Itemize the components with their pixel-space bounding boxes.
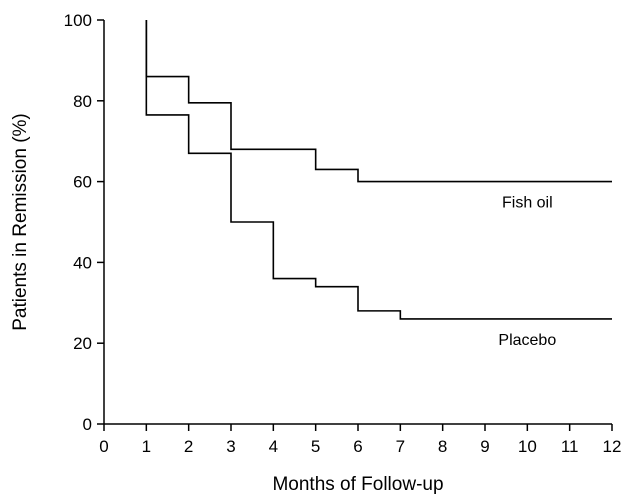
series-line-fish-oil bbox=[145, 20, 612, 183]
x-tick-label-10: 10 bbox=[518, 437, 537, 456]
y-axis-title: Patients in Remission (%) bbox=[10, 113, 31, 331]
x-tick-label-5: 5 bbox=[311, 437, 320, 456]
y-tick-label-20: 20 bbox=[73, 334, 92, 353]
x-tick-label-12: 12 bbox=[603, 437, 622, 456]
x-tick-label-11: 11 bbox=[561, 437, 579, 456]
series-label-fish-oil: Fish oil bbox=[502, 195, 553, 212]
y-tick-label-100: 100 bbox=[64, 11, 92, 30]
y-tick-label-60: 60 bbox=[73, 173, 92, 192]
axes bbox=[103, 20, 612, 425]
x-tick-label-3: 3 bbox=[226, 437, 235, 456]
y-tick-label-40: 40 bbox=[73, 253, 92, 272]
x-ticks: 0 1 2 3 4 5 6 7 8 9 10 11 12 bbox=[99, 424, 621, 456]
x-tick-label-8: 8 bbox=[438, 437, 447, 456]
series-labels: Fish oil Placebo bbox=[498, 195, 556, 349]
x-tick-label-4: 4 bbox=[269, 437, 278, 456]
x-axis-title: Months of Follow-up bbox=[272, 474, 443, 495]
series-line-placebo bbox=[145, 20, 612, 320]
y-tick-label-80: 80 bbox=[73, 92, 92, 111]
x-tick-label-2: 2 bbox=[184, 437, 193, 456]
x-tick-label-1: 1 bbox=[142, 437, 151, 456]
x-tick-label-9: 9 bbox=[480, 437, 489, 456]
x-tick-label-7: 7 bbox=[396, 437, 405, 456]
y-tick-label-0: 0 bbox=[83, 415, 92, 434]
x-tick-label-0: 0 bbox=[99, 437, 108, 456]
series-label-placebo: Placebo bbox=[498, 332, 556, 349]
x-tick-label-6: 6 bbox=[353, 437, 362, 456]
series-lines bbox=[145, 20, 612, 320]
y-ticks: 0 20 40 60 80 100 bbox=[64, 11, 104, 434]
